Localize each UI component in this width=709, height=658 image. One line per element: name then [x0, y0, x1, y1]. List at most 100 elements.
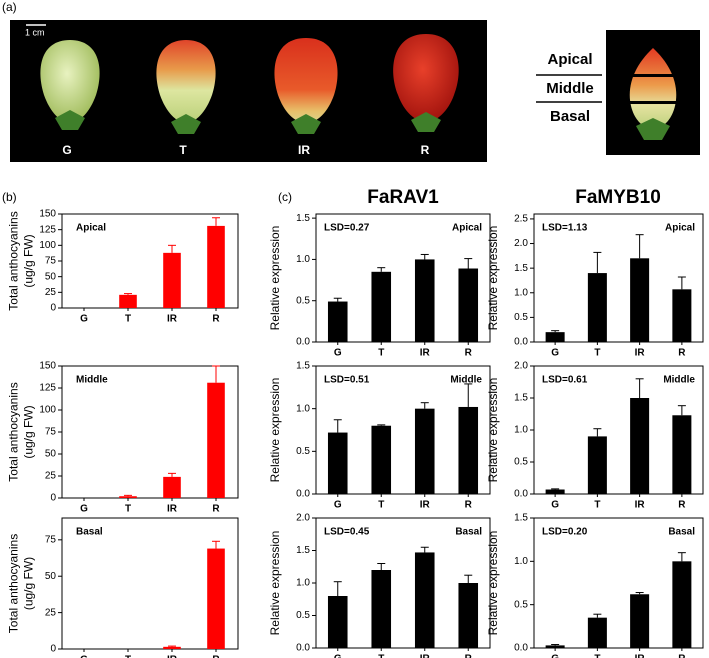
error-bar [677, 405, 686, 416]
lsd-annotation: LSD=0.20 [542, 527, 588, 538]
y-tick-label: 1.5 [296, 213, 310, 224]
y-tick-label: 0.0 [514, 489, 528, 500]
x-tick-label: R [212, 655, 220, 658]
plot-frame [533, 213, 704, 343]
lsd-annotation: LSD=0.27 [324, 223, 370, 234]
bar [587, 273, 607, 342]
plot-frame [533, 517, 704, 649]
bar [207, 225, 225, 308]
x-tick-label: G [551, 654, 559, 658]
x-tick-label: T [125, 504, 131, 515]
y-axis-label: Relative expression [268, 378, 282, 483]
chart: 0 25 50 75 100 125 150 Total anthocyanins (ug/g … [7, 361, 239, 515]
y-tick-label: 125 [39, 383, 56, 394]
bar [545, 645, 565, 648]
y-axis-label: Relative expression [486, 226, 500, 331]
x-tick-label: R [678, 348, 686, 359]
x-tick-label: IR [635, 654, 646, 658]
error-bar [551, 644, 560, 646]
section-label: Middle [663, 375, 695, 386]
y-tick-label: 150 [39, 361, 56, 372]
error-bar [593, 251, 602, 274]
error-bar [464, 383, 473, 407]
y-tick-label: 1.5 [514, 513, 528, 524]
lsd-annotation: LSD=0.45 [324, 527, 370, 538]
x-tick-label: T [594, 348, 600, 359]
y-axis-label: (ug/g FW) [22, 405, 36, 458]
y-tick-label: 75 [45, 534, 57, 545]
y-tick-label: 25 [45, 471, 57, 482]
y-tick-label: 0.5 [296, 295, 310, 306]
error-bar [124, 494, 132, 497]
y-tick-label: 1.0 [514, 556, 528, 567]
x-tick-label: IR [167, 504, 178, 515]
error-bar [168, 645, 176, 647]
error-bar [593, 613, 602, 618]
error-bar [168, 472, 176, 477]
section-label: Middle [546, 80, 594, 97]
chart: 0 25 50 75 Total anthocyanins(ug/g FW) Basal G… [7, 517, 239, 658]
y-axis-label: Relative expression [268, 531, 282, 636]
chart: 0.0 0.5 1.0 1.5 Relative expression LSD=0.51 M… [268, 361, 491, 511]
x-tick-label: IR [635, 500, 646, 511]
bar [207, 382, 225, 498]
x-tick-label: T [594, 500, 600, 511]
x-tick-label: R [465, 348, 473, 359]
section-label: Apical [452, 223, 482, 234]
error-bar [333, 419, 342, 433]
x-tick-label: T [378, 654, 384, 658]
x-tick-label: T [378, 348, 384, 359]
stage-label: IR [298, 143, 310, 157]
y-tick-label: 0 [50, 493, 56, 504]
x-tick-label: R [678, 500, 686, 511]
bar [119, 294, 137, 308]
column-title: FaMYB10 [575, 187, 661, 208]
x-tick-label: R [678, 654, 686, 658]
error-bar [635, 378, 644, 398]
y-tick-label: 1.5 [514, 393, 528, 404]
lsd-annotation: LSD=0.61 [542, 375, 588, 386]
y-axis-label: Relative expression [268, 226, 282, 331]
x-tick-label: IR [420, 654, 431, 658]
x-tick-label: G [334, 654, 342, 658]
y-tick-label: 2.0 [514, 361, 528, 372]
x-tick-label: T [378, 500, 384, 511]
x-tick-label: R [212, 314, 220, 325]
plot-frame [315, 365, 491, 495]
bar [630, 258, 650, 342]
plot-frame [315, 213, 491, 343]
strawberries [40, 34, 459, 134]
section-label: Basal [455, 527, 482, 538]
bar [163, 646, 181, 649]
error-bar [677, 552, 686, 562]
section-label: Basal [76, 527, 103, 538]
panel-label: (c) [278, 190, 292, 204]
y-tick-label: 50 [45, 271, 57, 282]
y-tick-label: 0.5 [296, 610, 310, 621]
section-label: Basal [550, 108, 590, 125]
y-tick-label: 75 [45, 427, 57, 438]
bar [327, 596, 348, 648]
y-axis-label: (ug/g FW) [22, 557, 36, 610]
error-bar [333, 581, 342, 596]
error-bar [377, 267, 386, 272]
x-tick-label: IR [167, 314, 178, 325]
x-tick-label: IR [420, 500, 431, 511]
section-label: Apical [665, 223, 695, 234]
scale-label: 1 cm [25, 27, 45, 37]
bar [630, 594, 650, 648]
error-bar [377, 424, 386, 426]
plot-frame [61, 517, 239, 650]
error-bar [377, 563, 386, 570]
bar [672, 561, 692, 648]
y-tick-label: 0.5 [514, 312, 528, 323]
bar [672, 289, 692, 342]
y-tick-label: 0.0 [514, 643, 528, 654]
error-bar [168, 244, 176, 253]
x-tick-label: G [551, 500, 559, 511]
y-tick-label: 0.0 [296, 643, 310, 654]
y-axis-label: Total anthocyanins [7, 211, 21, 310]
error-bar [635, 592, 644, 595]
x-tick-label: G [334, 348, 342, 359]
